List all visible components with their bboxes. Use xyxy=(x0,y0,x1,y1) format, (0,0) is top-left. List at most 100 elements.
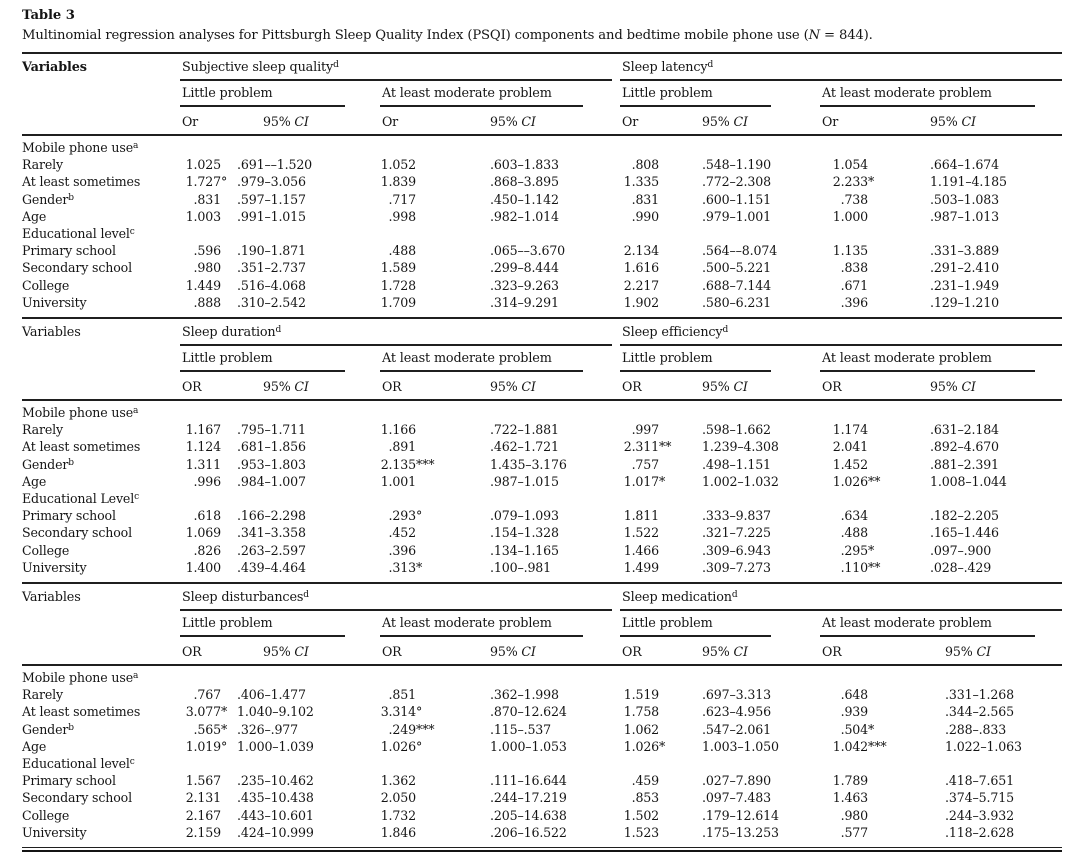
data-row: Genderb .831 .597–1.157 .717 .450–1.142 .831.… xyxy=(22,191,1062,208)
row-label: Rarely xyxy=(22,422,63,438)
odds-ratio-value: .831 xyxy=(193,191,222,207)
confidence-interval-value: .235–10.462 xyxy=(237,773,314,789)
significance-mark: ° xyxy=(221,174,228,190)
data-row: At least sometimes 3.077 * 1.040–9.102 3.314… xyxy=(22,703,1062,720)
odds-ratio-value: 1.069 xyxy=(185,525,221,541)
confidence-interval-value: .175–13.253 xyxy=(702,824,779,840)
superscript-note: d xyxy=(731,590,738,601)
problem-level-header: At least moderate problem xyxy=(380,346,620,373)
row-label: Age xyxy=(22,208,47,224)
odds-ratio-value: .648 xyxy=(840,687,869,703)
significance-mark: ° xyxy=(416,704,423,720)
confidence-interval-value: .205–14.638 xyxy=(490,807,567,823)
odds-ratio-value: 1.000 xyxy=(832,208,869,224)
odds-ratio-value: 1.400 xyxy=(185,559,221,575)
confidence-interval-value: 1.000–1.053 xyxy=(490,738,567,754)
significance-mark: * xyxy=(416,559,423,575)
panel-header: Variables Sleep durationd Sleep efficiency… xyxy=(22,319,1063,402)
confidence-interval-value: .580–6.231 xyxy=(702,294,771,310)
confidence-interval-value: .190–1.871 xyxy=(237,243,306,259)
confidence-interval-value: .795–1.711 xyxy=(237,422,306,438)
odds-ratio-value: 1.026 ** xyxy=(832,473,881,489)
odds-ratio-value: 1.523 xyxy=(623,824,660,840)
odds-ratio-value: .757 xyxy=(631,456,660,472)
odds-ratio-value: .980 xyxy=(193,260,222,276)
data-row: Genderb 1.311 .953–1.803 2.135 *** 1.435–3.17… xyxy=(22,456,1062,473)
confidence-interval-value: .115–.537 xyxy=(490,721,552,737)
odds-ratio-value: 3.077 * xyxy=(185,704,228,720)
odds-ratio-value: 1.124 xyxy=(185,439,221,455)
ci-column-header: 95% CI xyxy=(221,372,380,402)
odds-ratio-value: 3.314 ° xyxy=(380,704,423,720)
confidence-interval-value: .697–3.313 xyxy=(702,687,771,703)
odds-ratio-value: 1.017 * xyxy=(623,473,666,489)
confidence-interval-value: .291–2.410 xyxy=(930,260,999,276)
odds-ratio-value: .853 xyxy=(631,790,660,806)
confidence-interval-value: .987–1.015 xyxy=(490,473,559,489)
odds-ratio-value: 1.135 xyxy=(832,243,869,259)
superscript-note: d xyxy=(333,59,339,70)
superscript-note: d xyxy=(707,59,714,70)
confidence-interval-value: .374–5.715 xyxy=(945,790,1014,806)
confidence-interval-value: .688–7.144 xyxy=(702,277,771,293)
odds-ratio-value: 1.019 ° xyxy=(185,738,228,754)
section-row: Educational levelc xyxy=(22,225,1062,242)
superscript-note: b xyxy=(68,457,74,468)
confidence-interval-value: .310–2.542 xyxy=(237,294,306,310)
confidence-interval-value: 1.191–4.185 xyxy=(930,174,1007,190)
caption-text-tail: = 844). xyxy=(819,28,873,43)
ci-column-header: 95% CI xyxy=(868,637,1063,667)
confidence-interval-value: .564––8.074 xyxy=(702,243,778,259)
confidence-interval-value: 1.040–9.102 xyxy=(237,704,314,720)
superscript-note: d xyxy=(722,324,729,335)
confidence-interval-value: .154–1.328 xyxy=(490,525,559,541)
confidence-interval-value: 1.003–1.050 xyxy=(702,738,779,754)
ci-column-header: 95% CI xyxy=(659,637,821,667)
odds-ratio-value: .452 xyxy=(388,525,417,541)
ci-column-header: 95% CI xyxy=(416,372,621,402)
section-label: Mobile phone usea xyxy=(22,405,139,421)
significance-mark: *** xyxy=(868,738,887,754)
confidence-interval-value: .065––3.670 xyxy=(490,243,566,259)
odds-ratio-value: .577 xyxy=(840,824,869,840)
odds-ratio-value: 2.134 xyxy=(623,243,660,259)
confidence-interval-value: .321–7.225 xyxy=(702,525,771,541)
section-row: Mobile phone usea xyxy=(22,400,1062,421)
data-row: Secondary school .980 .351–2.737 1.589 .299–… xyxy=(22,259,1062,276)
significance-mark: ** xyxy=(659,439,672,455)
problem-level-header: At least moderate problem xyxy=(820,611,1062,638)
superscript-note: c xyxy=(129,757,135,768)
data-row: Rarely 1.167 .795–1.711 1.166 .722–1.881 .997… xyxy=(22,421,1062,438)
odds-ratio-value: 1.519 xyxy=(623,687,660,703)
or-column-header: OR xyxy=(380,637,416,667)
confidence-interval-value: .892–4.670 xyxy=(930,439,999,455)
odds-ratio-value: .767 xyxy=(193,687,222,703)
significance-mark: ° xyxy=(416,508,423,524)
odds-ratio-value: .990 xyxy=(631,208,660,224)
odds-ratio-value: 2.041 xyxy=(832,439,869,455)
confidence-interval-value: .597–1.157 xyxy=(237,191,306,207)
odds-ratio-value: .980 xyxy=(840,807,869,823)
component-group-header: Sleep latencyd xyxy=(620,53,1063,81)
ci-column-header: 95% CI xyxy=(416,637,621,667)
problem-level-header: At least moderate problem xyxy=(820,346,1062,373)
significance-mark: ** xyxy=(868,559,881,575)
significance-mark: * xyxy=(868,174,875,190)
table-panels: Variables Subjective sleep qualityd Sleep … xyxy=(22,52,1063,847)
confidence-interval-value: 1.239–4.308 xyxy=(702,439,779,455)
odds-ratio-value: 2.050 xyxy=(380,790,416,806)
superscript-note: d xyxy=(303,590,309,601)
odds-ratio-value: .396 xyxy=(840,294,869,310)
panel-1-table: Variables Subjective sleep qualityd Sleep … xyxy=(22,52,1063,320)
odds-ratio-value: .618 xyxy=(193,508,222,524)
confidence-interval-value: .333–9.837 xyxy=(702,508,771,524)
ci-column-header: 95% CI xyxy=(416,107,621,136)
data-row: Secondary school 2.131 .435–10.438 2.050 .24… xyxy=(22,789,1062,806)
problem-level-header: Little problem xyxy=(180,81,380,107)
variables-header: Variables xyxy=(22,319,180,402)
superscript-note: a xyxy=(133,405,139,416)
data-row: At least sometimes 1.124 .681–1.856 .891 .46… xyxy=(22,438,1062,455)
significance-mark: * xyxy=(868,542,875,558)
odds-ratio-value: 1.758 xyxy=(623,704,660,720)
section-row: Mobile phone usea xyxy=(22,665,1062,686)
